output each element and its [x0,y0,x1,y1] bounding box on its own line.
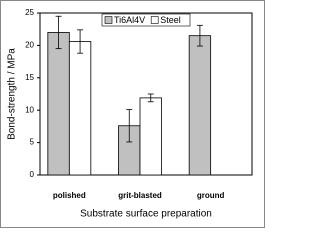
legend-swatch [104,16,113,24]
x-tick-label: grit-blasted [118,191,162,200]
legend-swatch [150,16,159,24]
y-axis-title: Bond-strength / MPa [7,48,18,140]
y-tick-label: 10 [25,105,34,114]
x-tick-label: polished [53,191,86,200]
x-axis-title: Substrate surface preparation [80,209,212,220]
legend-label: Steel [160,15,181,25]
bar [139,97,162,176]
legend-box [101,13,191,27]
bar [68,41,92,176]
y-tick-label: 25 [25,8,34,17]
x-tick-label: ground [197,191,225,200]
legend-label: Ti6Al4V [114,15,145,25]
chart: Bond-strength / MPa Substrate surface pr… [0,0,265,228]
y-tick-label: 0 [30,170,35,179]
error-bar [55,15,62,50]
error-bar [77,29,84,54]
bar [47,32,70,176]
y-tick-label: 20 [25,41,34,50]
bar [188,35,212,176]
error-bar [126,109,133,143]
y-tick-label: 15 [25,73,34,82]
error-bar [196,24,203,47]
y-tick-label: 5 [30,138,35,147]
error-bar [147,93,154,103]
